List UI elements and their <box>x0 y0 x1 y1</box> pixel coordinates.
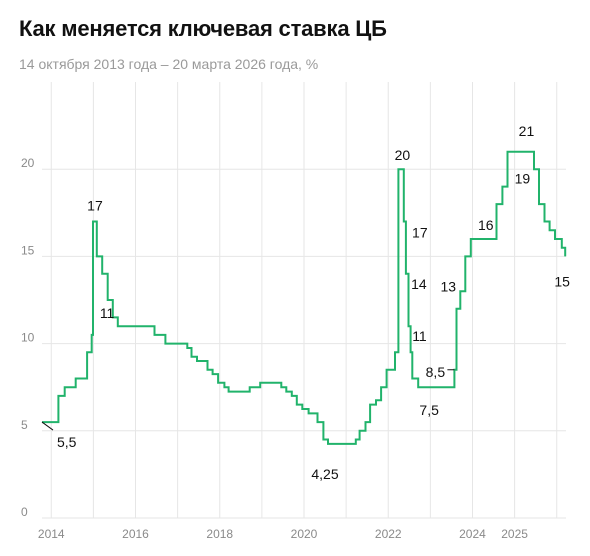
annotation-label: 4,25 <box>311 466 338 482</box>
annotation-layer: 5,5 17 11 4,25 20 17 14 11 7,5 8,5 13 16 19 21 15 <box>41 123 570 482</box>
x-tick-label: 2014 <box>38 527 65 541</box>
x-tick-label: 2016 <box>122 527 149 541</box>
annotation-label: 21 <box>519 123 535 139</box>
annotation-label: 5,5 <box>57 434 77 450</box>
annotation-label: 17 <box>87 198 103 214</box>
annotation-label: 14 <box>411 276 427 292</box>
y-tick-label: 20 <box>21 156 35 170</box>
annotation-label: 19 <box>515 171 531 187</box>
y-tick-label: 0 <box>21 505 28 519</box>
y-tick-label: 10 <box>21 331 35 345</box>
x-tick-label: 2022 <box>375 527 402 541</box>
grid-layer <box>42 82 566 519</box>
annotation-label: 11 <box>412 328 427 344</box>
x-tick-label: 2020 <box>291 527 318 541</box>
x-tick-label: 2025 <box>501 527 528 541</box>
annotation-label: 13 <box>440 278 456 294</box>
chart-subtitle: 14 октября 2013 года – 20 марта 2026 год… <box>19 56 319 72</box>
annotation-label: 20 <box>395 147 411 163</box>
series-layer <box>42 150 567 445</box>
y-tick-label: 5 <box>21 418 28 432</box>
annotation-label: 8,5 <box>426 364 446 380</box>
rate-series-line <box>42 150 567 445</box>
annotation-label: 17 <box>412 225 428 241</box>
x-tick-label: 2024 <box>459 527 486 541</box>
annotation-label: 7,5 <box>419 402 439 418</box>
annotation-label: 16 <box>478 217 494 233</box>
annotation-leader-line <box>41 421 54 431</box>
axis-labels-layer: 0 5 10 15 20 2014 2016 2018 2020 2022 2024 2025 <box>21 156 528 541</box>
chart-title: Как меняется ключевая ставка ЦБ <box>19 16 387 41</box>
annotation-label: 11 <box>100 305 115 321</box>
x-tick-label: 2018 <box>206 527 233 541</box>
y-tick-label: 15 <box>21 243 35 257</box>
annotation-label: 15 <box>554 273 570 289</box>
